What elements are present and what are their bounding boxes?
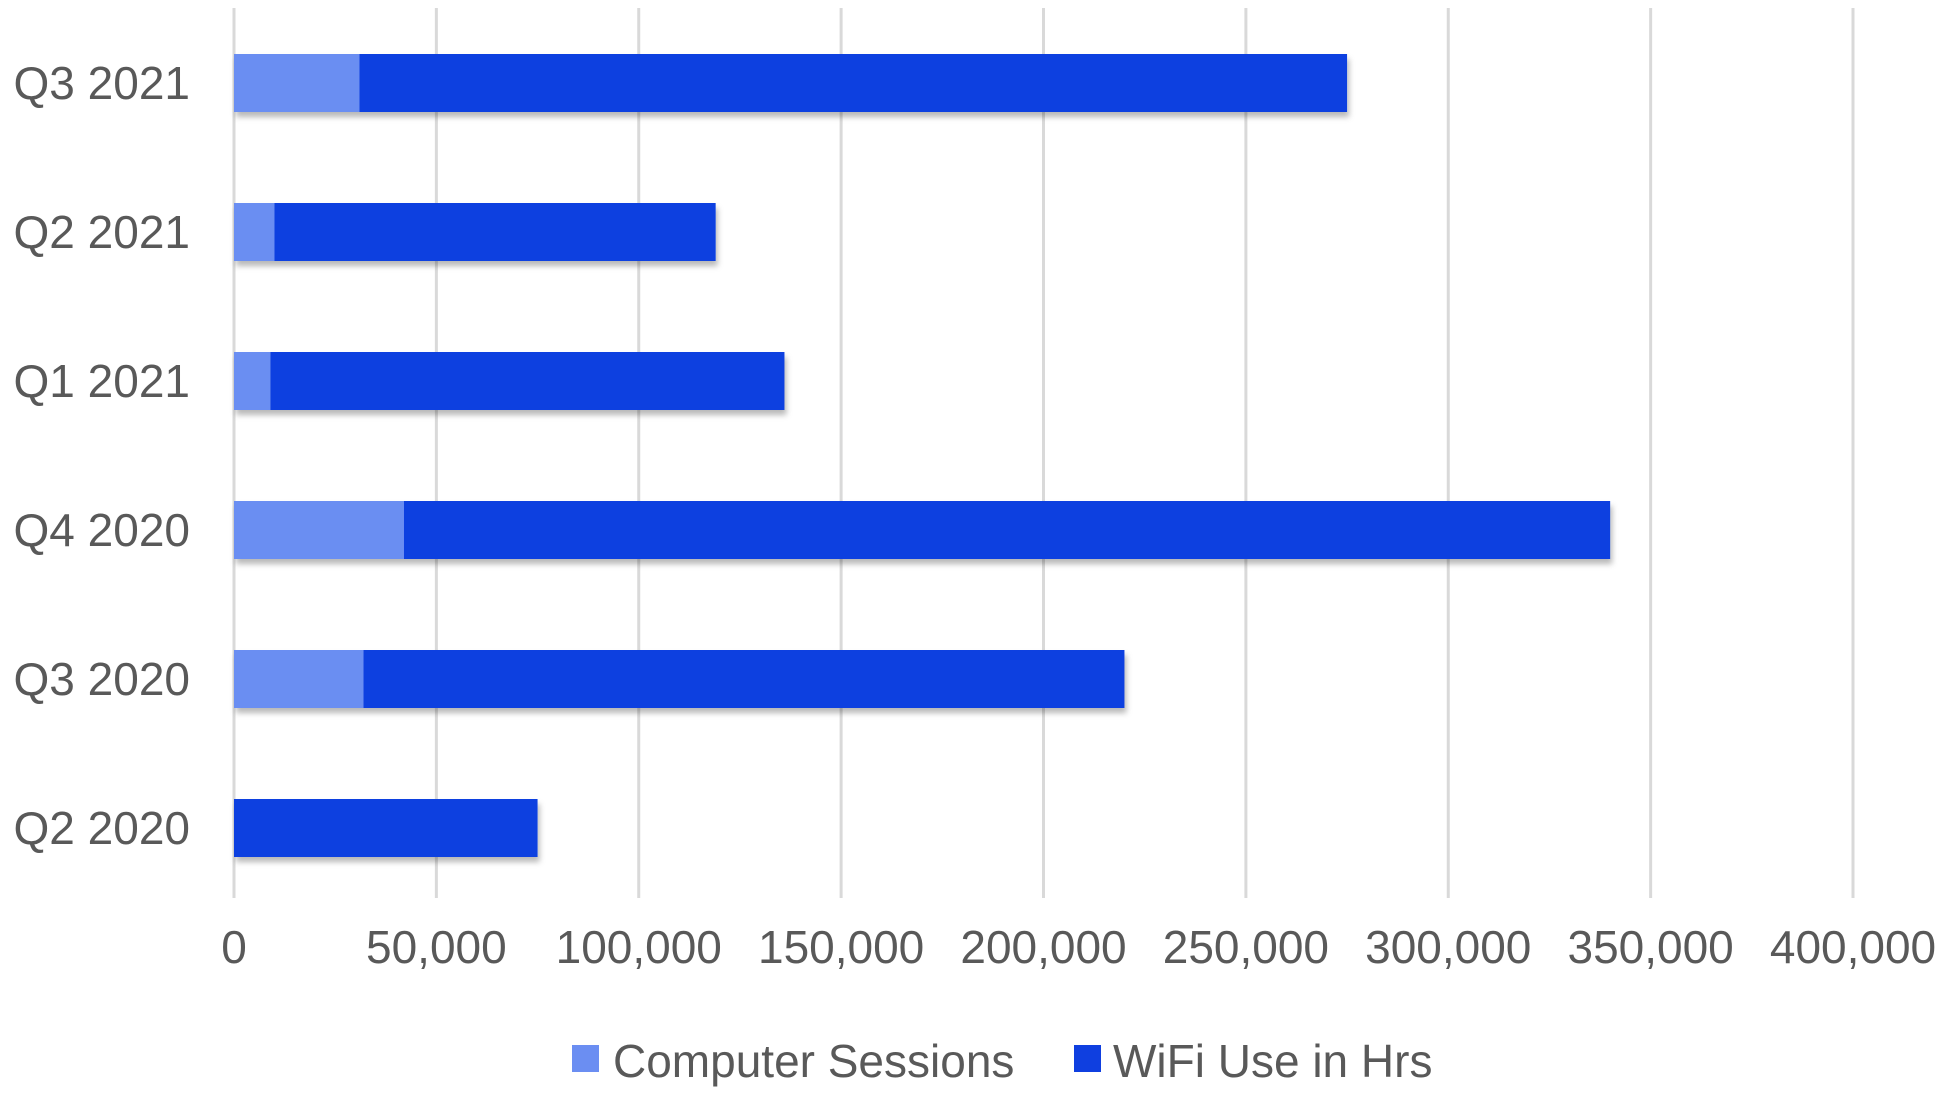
y-category-label: Q2 2020 [14, 802, 190, 854]
bar-row [234, 501, 1611, 559]
x-tick-label: 350,000 [1567, 921, 1733, 973]
legend-label: Computer Sessions [613, 1035, 1014, 1087]
bar-row [234, 54, 1348, 112]
bar-segment [363, 650, 1125, 708]
bar-segment [234, 501, 404, 559]
bar-segment [274, 203, 716, 261]
x-tick-label: 200,000 [960, 921, 1126, 973]
gridlines [232, 8, 1855, 898]
x-tick-label: 300,000 [1365, 921, 1531, 973]
bar-segment [270, 352, 785, 410]
x-tick-label: 150,000 [758, 921, 924, 973]
bar-segment [234, 203, 275, 261]
y-category-label: Q3 2020 [14, 653, 190, 705]
x-tick-label: 100,000 [556, 921, 722, 973]
legend-swatch [1074, 1045, 1101, 1072]
plot-area [234, 54, 1611, 857]
legend-item: WiFi Use in Hrs [1074, 1035, 1432, 1087]
legend-swatch [572, 1045, 599, 1072]
bar-segment [234, 54, 360, 112]
x-tick-label: 400,000 [1770, 921, 1936, 973]
y-category-label: Q3 2021 [14, 57, 190, 109]
y-axis: Q3 2021 Q2 2021 Q1 2021 Q4 2020 Q3 2020 Q2 20… [14, 57, 190, 854]
bar-segment [359, 54, 1348, 112]
bar-row [234, 352, 785, 410]
bar-row [234, 203, 716, 261]
legend: Computer Sessions WiFi Use in Hrs [572, 1035, 1432, 1087]
bar-segment [403, 501, 1611, 559]
bar-segment [234, 352, 271, 410]
x-tick-label: 0 [221, 921, 247, 973]
x-axis: 0 50,000 100,000 150,000 200,000 250,000 300,0… [221, 921, 1936, 973]
legend-item: Computer Sessions [572, 1035, 1014, 1087]
legend-label: WiFi Use in Hrs [1113, 1035, 1432, 1087]
y-category-label: Q4 2020 [14, 504, 190, 556]
x-tick-label: 50,000 [366, 921, 507, 973]
y-category-label: Q2 2021 [14, 206, 190, 258]
bar-row [234, 799, 538, 857]
y-category-label: Q1 2021 [14, 355, 190, 407]
bar-segment [234, 650, 364, 708]
x-tick-label: 250,000 [1163, 921, 1329, 973]
bar-row [234, 650, 1125, 708]
bar-segment [234, 799, 538, 857]
